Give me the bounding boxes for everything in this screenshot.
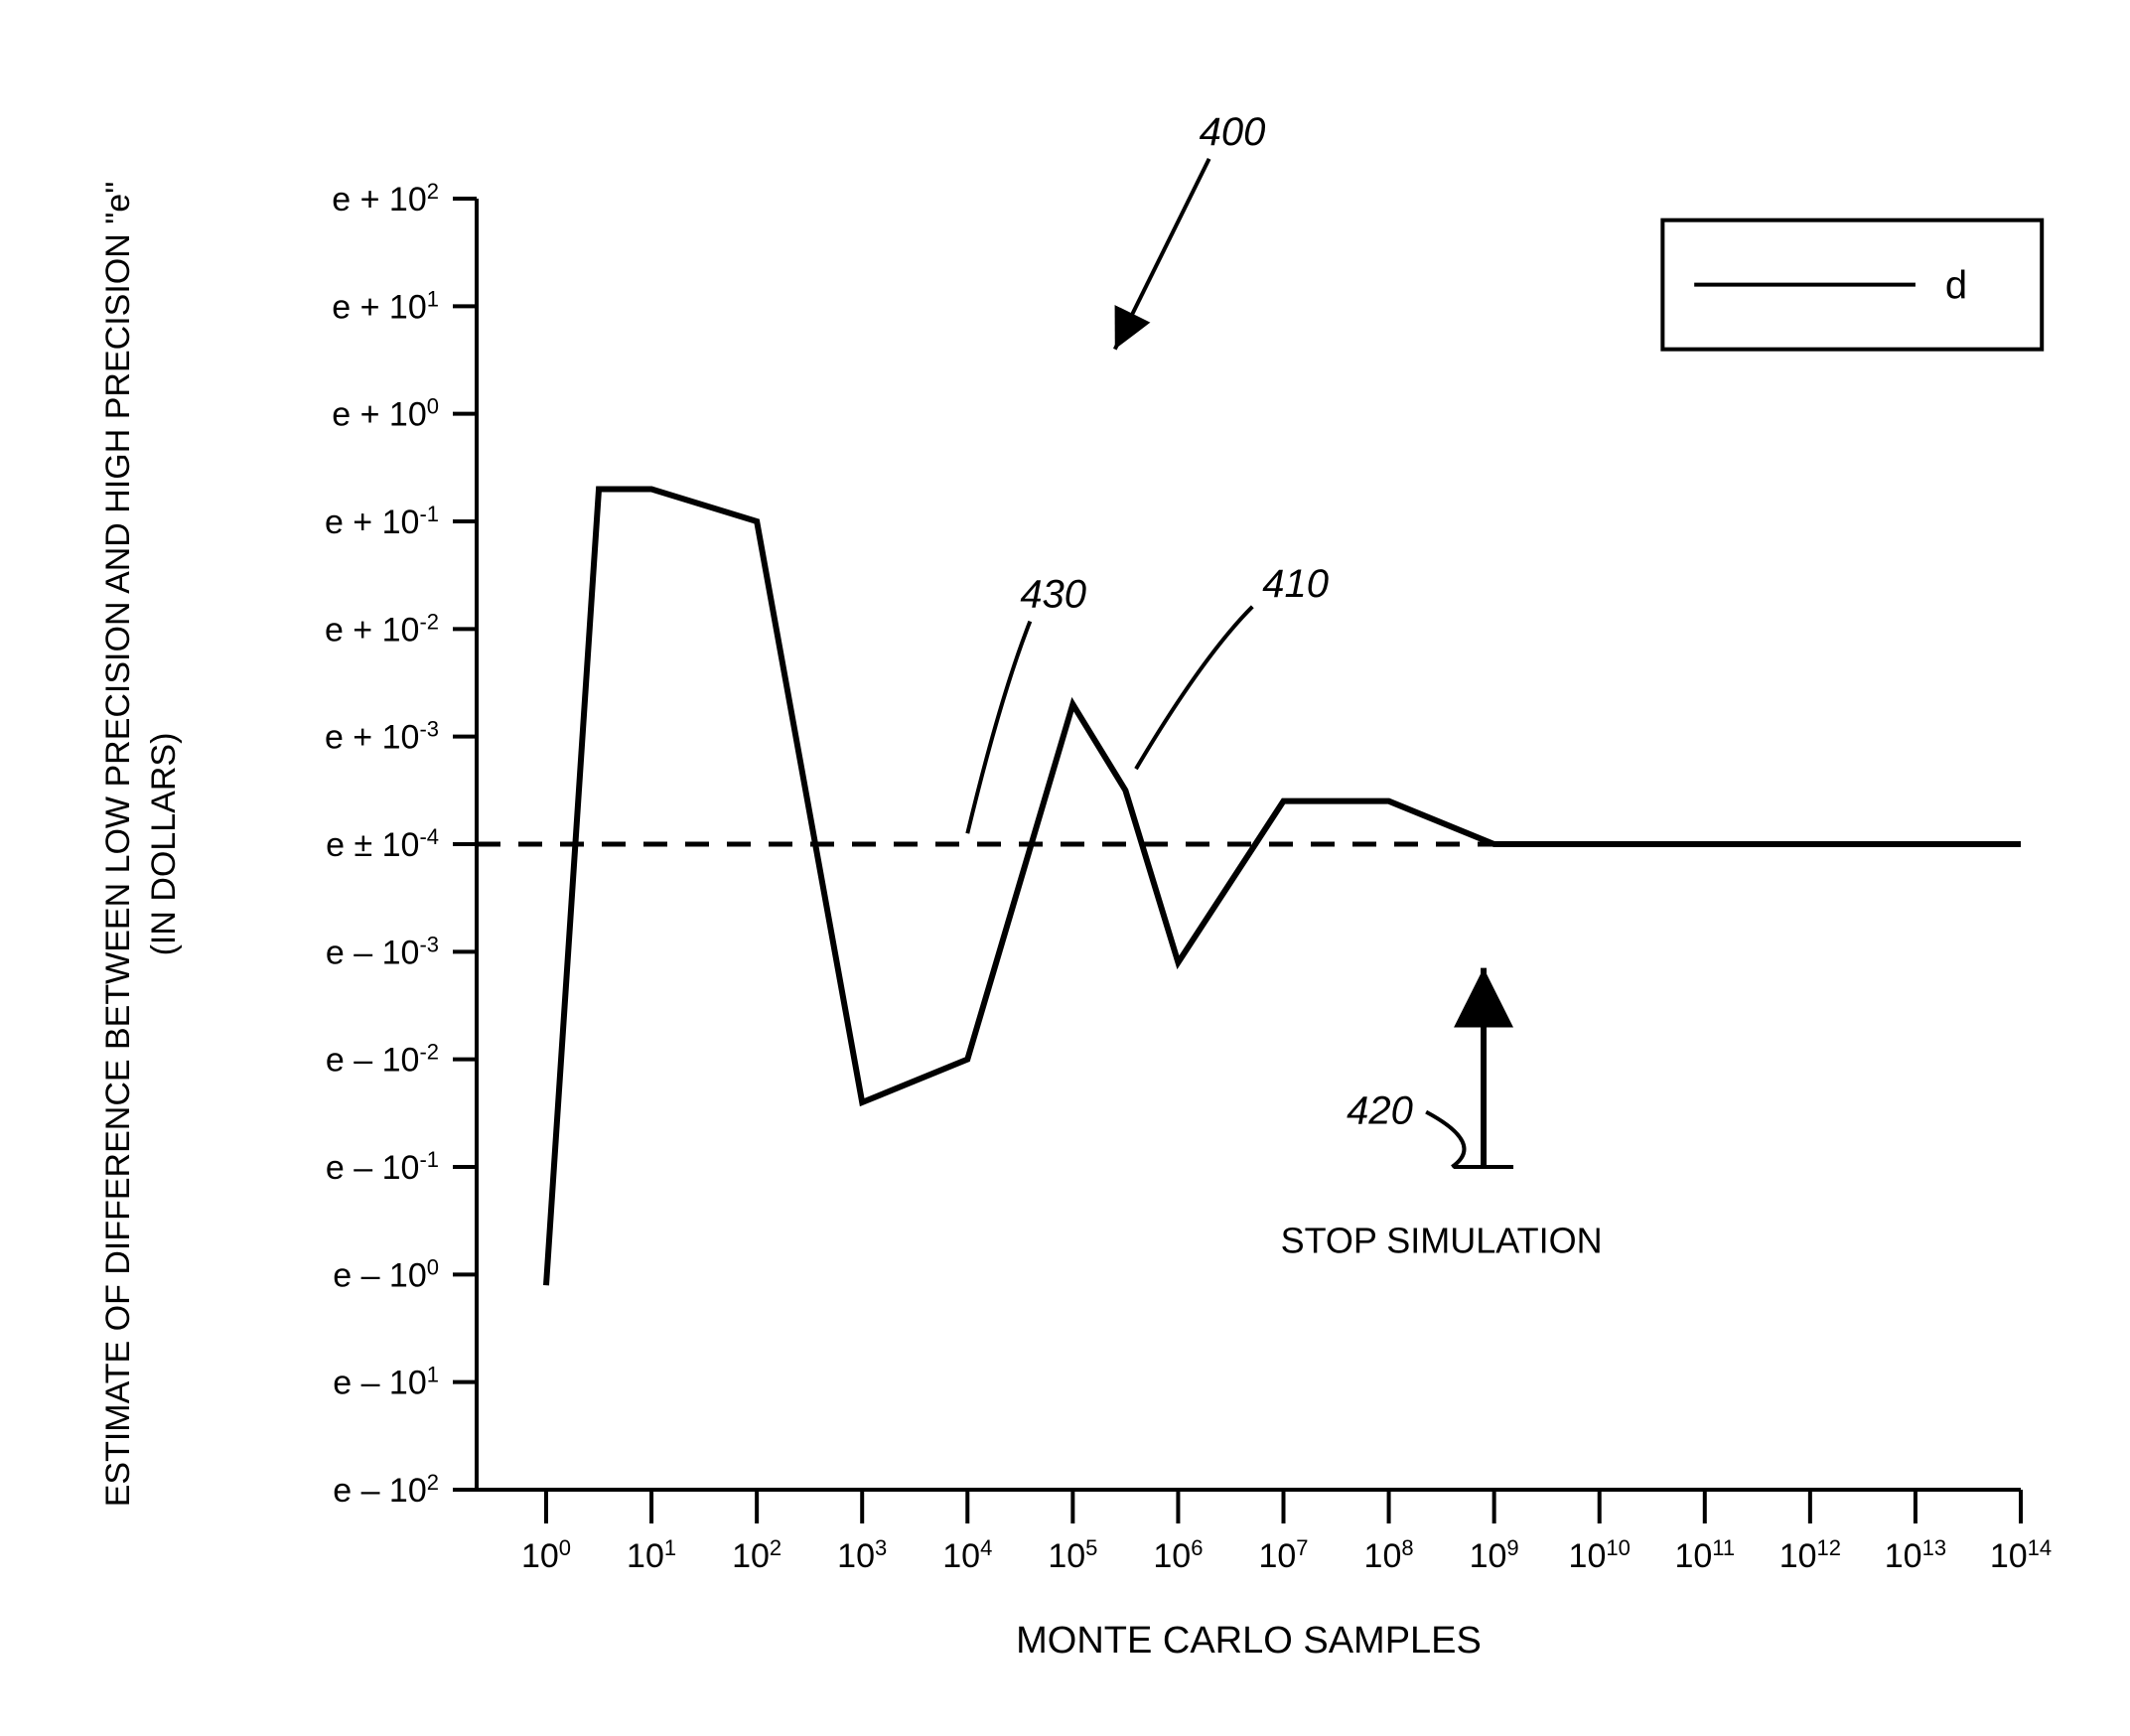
y-tick-label: e + 10-2 [325, 609, 439, 650]
y-axis-label-line2: (IN DOLLARS) [145, 733, 183, 956]
annotation-stop-simulation: STOP SIMULATION [1281, 1221, 1603, 1261]
annotation-430-leader [967, 622, 1030, 834]
x-tick-label: 100 [521, 1535, 571, 1576]
y-tick-label: e + 102 [332, 179, 439, 219]
x-tick-label: 1010 [1569, 1535, 1631, 1576]
x-tick-label: 101 [627, 1535, 676, 1576]
y-tick-label: e – 100 [333, 1254, 439, 1295]
y-tick-label: e + 10-1 [325, 502, 439, 542]
y-tick-label: e + 10-3 [325, 716, 439, 757]
x-tick-label: 1014 [1990, 1535, 2052, 1576]
y-tick-label: e – 10-3 [326, 932, 439, 972]
x-tick-label: 103 [837, 1535, 887, 1576]
x-axis-label: MONTE CARLO SAMPLES [1016, 1620, 1482, 1662]
x-tick-label: 109 [1470, 1535, 1519, 1576]
x-tick-label: 105 [1048, 1535, 1097, 1576]
x-tick-label: 108 [1364, 1535, 1414, 1576]
annotation-420-label: 420 [1347, 1089, 1413, 1133]
x-tick-label: 1012 [1779, 1535, 1841, 1576]
y-tick-label: e + 101 [332, 286, 439, 327]
annotation-400-arrow [1115, 159, 1209, 350]
annotation-410-leader [1136, 607, 1252, 769]
y-tick-label: e + 100 [332, 393, 439, 434]
annotation-430-label: 430 [1020, 573, 1086, 617]
x-tick-label: 106 [1153, 1535, 1203, 1576]
y-tick-label: e – 10-1 [326, 1147, 439, 1188]
chart-svg: e + 102 e + 101 e + 100 e + 10-1 e + 10-2 e +… [0, 0, 2130, 1736]
legend-label: d [1945, 264, 1967, 308]
annotation-400-label: 400 [1200, 110, 1266, 154]
x-tick-label: 107 [1258, 1535, 1308, 1576]
x-tick-label: 102 [732, 1535, 781, 1576]
y-tick-label: e ± 10-4 [326, 824, 439, 865]
x-tick-label: 1011 [1674, 1535, 1735, 1576]
y-tick-label: e – 102 [333, 1470, 439, 1511]
chart-container: e + 102 e + 101 e + 100 e + 10-1 e + 10-2 e +… [0, 0, 2130, 1736]
x-tick-label: 1013 [1885, 1535, 1946, 1576]
series-d-line [546, 490, 2021, 1286]
y-tick-label: e – 10-2 [326, 1039, 439, 1080]
annotation-410-label: 410 [1262, 562, 1329, 606]
y-tick-label: e – 101 [333, 1362, 439, 1402]
x-tick-label: 104 [942, 1535, 992, 1576]
y-axis-label-line1: ESTIMATE OF DIFFERENCE BETWEEN LOW PRECI… [99, 182, 137, 1508]
annotation-420-hook [1426, 1112, 1464, 1167]
